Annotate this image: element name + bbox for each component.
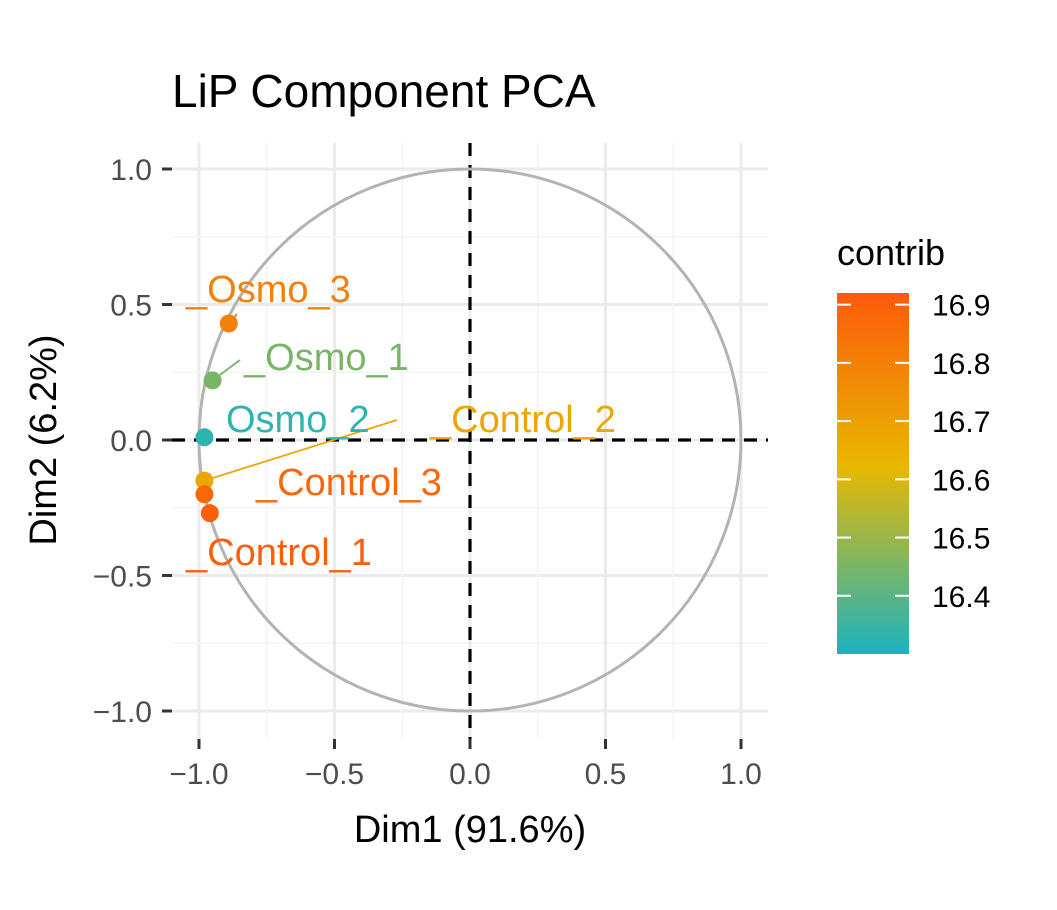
legend-title: contrib [837, 232, 945, 273]
data-point [195, 471, 214, 490]
y-tick-label: −0.5 [93, 561, 152, 594]
x-tick-label: 1.0 [720, 758, 762, 791]
legend-tick-label: 16.4 [932, 581, 990, 614]
point-labels: _Osmo_3 _Osmo_1 Osmo_2 _Control_2 _Control_3… [185, 269, 616, 574]
x-axis: −1.0 −0.5 0.0 0.5 1.0 [169, 739, 762, 791]
y-tick-label: 0.5 [110, 290, 152, 323]
data-point [195, 428, 214, 447]
point-label: _Control_2 [429, 399, 616, 441]
data-point [203, 371, 222, 390]
data-point [200, 504, 219, 523]
point-label: Osmo_2 [226, 399, 370, 441]
x-tick-label: 0.0 [449, 758, 491, 791]
reference-lines [172, 143, 768, 739]
chart-title: LiP Component PCA [172, 65, 596, 117]
points [195, 314, 238, 523]
point-label: _Osmo_3 [185, 269, 351, 311]
legend-tick-label: 16.8 [932, 348, 990, 381]
legend-ticks: 16.9 16.8 16.7 16.6 16.5 16.4 [837, 290, 990, 614]
x-tick-label: −0.5 [305, 758, 364, 791]
legend-tick-label: 16.6 [932, 464, 990, 497]
y-tick-label: 1.0 [110, 154, 152, 187]
point-label: _Control_3 [255, 462, 442, 504]
legend: contrib 16.9 16.8 16.7 16.6 16.5 16.4 [837, 232, 990, 654]
data-point [219, 314, 238, 333]
y-tick-label: 0.0 [110, 425, 152, 458]
x-tick-label: −1.0 [169, 758, 228, 791]
point-label: _Control_1 [185, 532, 372, 574]
legend-tick-label: 16.5 [932, 523, 990, 556]
legend-tick-label: 16.9 [932, 290, 990, 323]
y-axis: 1.0 0.5 0.0 −0.5 −1.0 [93, 154, 172, 729]
point-label: _Osmo_1 [243, 337, 409, 379]
y-axis-title: Dim2 (6.2%) [23, 334, 65, 545]
legend-colorbar [837, 293, 909, 654]
x-tick-label: 0.5 [585, 758, 627, 791]
data-point [195, 485, 214, 504]
legend-tick-label: 16.7 [932, 406, 990, 439]
label-connector [204, 419, 398, 482]
x-axis-title: Dim1 (91.6%) [354, 809, 586, 851]
y-tick-label: −1.0 [93, 696, 152, 729]
